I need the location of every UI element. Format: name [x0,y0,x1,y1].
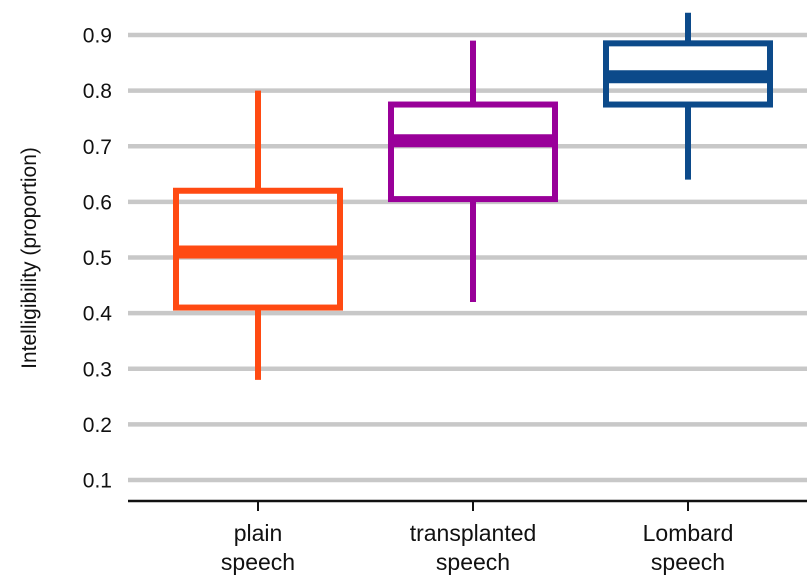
boxes [173,12,773,380]
x-category-labels: plain speech transplanted speech Lombard spee… [221,520,733,575]
y-tick-label: 0.1 [83,470,112,493]
x-category-label: speech [651,549,725,575]
y-tick-labels: 0.1 0.2 0.3 0.4 0.5 0.6 0.7 0.8 0.9 [83,25,113,493]
y-tick-label: 0.3 [83,358,112,381]
x-category-label: plain [234,520,283,546]
box-3 [603,12,773,180]
x-axis [128,499,807,511]
x-category-label: speech [221,549,295,575]
x-category-label: transplanted [410,520,537,546]
y-tick-label: 0.9 [83,25,112,48]
y-tick-label: 0.6 [83,191,112,214]
y-axis-label: Intelligibility (proportion) [18,147,41,369]
x-category-label: Lombard [643,520,734,546]
x-category-label: speech [436,549,510,575]
y-tick-label: 0.2 [83,414,112,437]
box-2 [388,40,558,302]
y-tick-label: 0.7 [83,136,112,159]
y-tick-label: 0.4 [83,303,113,326]
iqr-box [388,101,558,203]
y-tick-label: 0.8 [83,80,112,103]
y-tick-label: 0.5 [83,247,112,270]
box-1 [173,90,343,380]
